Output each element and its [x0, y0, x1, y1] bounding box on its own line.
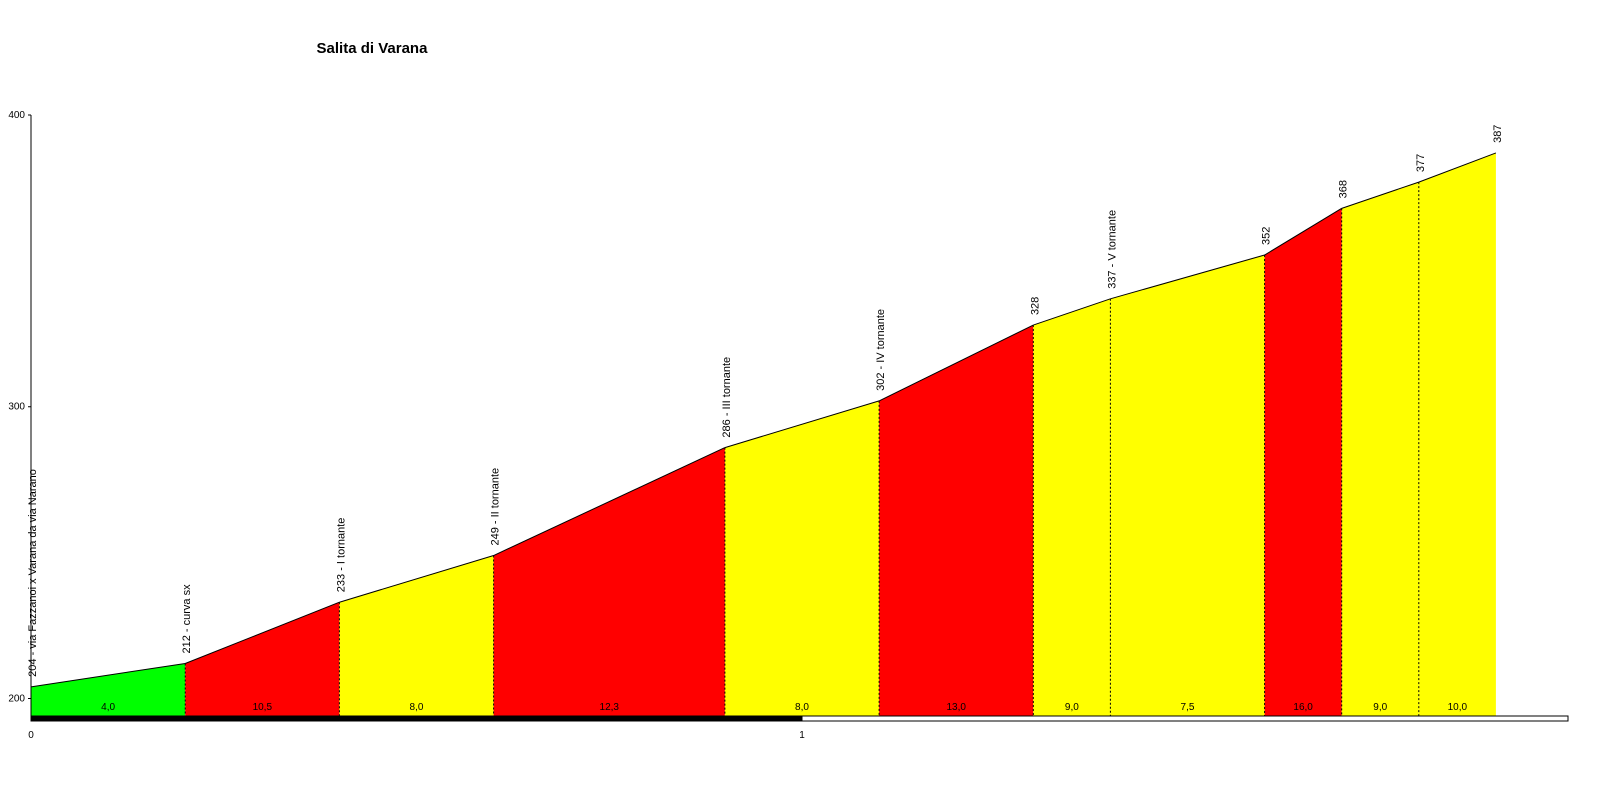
- scale-bar: [30, 715, 803, 722]
- y-tick-label: 200: [8, 693, 25, 704]
- point-label: 302 - IV tornante: [875, 309, 887, 391]
- gradient-label: 10,5: [253, 702, 273, 713]
- y-tick-label: 400: [8, 110, 25, 121]
- gradient-label: 12,3: [600, 702, 620, 713]
- segment: [339, 555, 494, 716]
- profile-line: [878, 324, 1034, 402]
- gradient-label: 16,0: [1293, 702, 1313, 713]
- point-label: 337 - V tornante: [1106, 210, 1118, 289]
- gradient-label: 4,0: [101, 702, 115, 713]
- point-label: 387: [1492, 125, 1504, 143]
- profile-line: [1033, 298, 1111, 326]
- segment: [1418, 152, 1496, 716]
- chart-title: Salita di Varana: [317, 40, 429, 57]
- profile-line: [30, 662, 186, 688]
- point-label: 249 - II tornante: [490, 468, 502, 546]
- segment: [1341, 182, 1419, 717]
- profile-line: [1341, 181, 1419, 209]
- profile-line: [1418, 152, 1497, 183]
- point-label: 377: [1415, 154, 1427, 172]
- segment: [493, 447, 725, 716]
- gradient-label: 9,0: [1373, 702, 1387, 713]
- segment: [724, 400, 880, 716]
- segment: [31, 663, 186, 716]
- x-tick-label: 0: [28, 730, 34, 741]
- segment: [879, 325, 1034, 716]
- segment: [1110, 255, 1265, 717]
- gradient-label: 8,0: [795, 702, 809, 713]
- x-tick-label: 1: [799, 730, 805, 741]
- segment: [1033, 298, 1111, 716]
- point-label: 233 - I tornante: [335, 518, 347, 593]
- segment: [185, 602, 340, 716]
- profile-line: [1110, 254, 1265, 300]
- gradient-label: 13,0: [946, 702, 966, 713]
- point-label: 204 - via Fazzanoi x Varana da via Naran…: [27, 469, 39, 677]
- gradient-label: 8,0: [410, 702, 424, 713]
- point-label: 352: [1261, 227, 1273, 245]
- point-label: 212 - curva sx: [181, 584, 193, 654]
- scale-bar: [801, 715, 1569, 722]
- gradient-label: 7,5: [1181, 702, 1195, 713]
- profile-line: [185, 601, 340, 664]
- gradient-label: 9,0: [1065, 702, 1079, 713]
- segment: [1264, 208, 1342, 716]
- gradient-label: 10,0: [1448, 702, 1468, 713]
- profile-line: [1264, 207, 1342, 256]
- point-label: 328: [1029, 297, 1041, 315]
- profile-line: [493, 447, 726, 556]
- y-tick-label: 300: [8, 402, 25, 413]
- point-label: 368: [1338, 180, 1350, 198]
- profile-line: [724, 400, 880, 449]
- point-label: 286 - III tornante: [721, 357, 733, 438]
- profile-line: [339, 555, 494, 603]
